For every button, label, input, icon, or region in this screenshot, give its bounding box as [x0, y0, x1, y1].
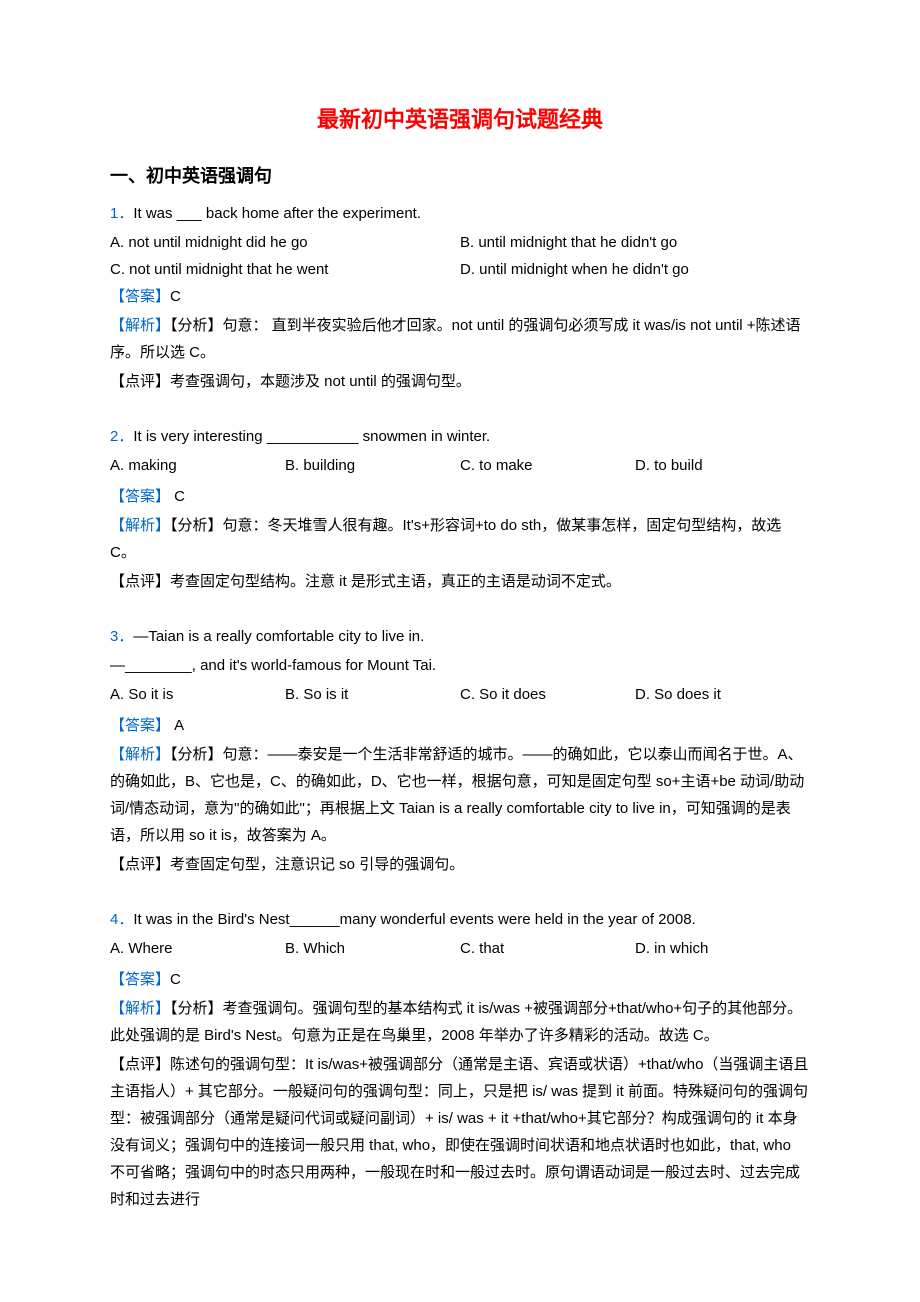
q2-num: 2． [110, 428, 133, 445]
q3-answer-label: 【答案】 [110, 717, 170, 734]
q3-opt-d: D. So does it [635, 681, 810, 708]
q1-analysis-label: 【解析】 [110, 317, 170, 334]
section-heading: 一、初中英语强调句 [110, 160, 810, 192]
q3-opt-b: B. So is it [285, 681, 460, 708]
q1-opt-c: C. not until midnight that he went [110, 256, 460, 283]
q3-answer: A [170, 717, 184, 734]
q1-comment: 考查强调句，本题涉及 not until 的强调句型。 [170, 373, 471, 390]
q3-comment: 考查固定句型，注意识记 so 引导的强调句。 [170, 856, 464, 873]
q1-opt-d: D. until midnight when he didn't go [460, 256, 810, 283]
q1-analysis: 【分析】句意： 直到半夜实验后他才回家。not until 的强调句必须写成 i… [110, 317, 801, 361]
q2-comment: 考查固定句型结构。注意 it 是形式主语，真正的主语是动词不定式。 [170, 573, 621, 590]
question-1: 1．It was ___ back home after the experim… [110, 200, 810, 395]
q2-analysis-label: 【解析】 [110, 517, 170, 534]
q2-opt-d: D. to build [635, 452, 810, 479]
q2-opt-a: A. making [110, 452, 285, 479]
q1-answer-label: 【答案】 [110, 288, 170, 305]
q3-options: A. So it is B. So is it C. So it does D.… [110, 681, 810, 708]
question-4: 4．It was in the Bird's Nest______many wo… [110, 906, 810, 1213]
q2-opt-c: C. to make [460, 452, 635, 479]
q3-opt-a: A. So it is [110, 681, 285, 708]
q1-opt-a: A. not until midnight did he go [110, 229, 460, 256]
q4-num: 4． [110, 911, 133, 928]
q1-answer: C [170, 288, 181, 305]
q4-analysis-label: 【解析】 [110, 1000, 170, 1017]
q3-stem: —Taian is a really comfortable city to l… [133, 628, 424, 645]
q4-opt-c: C. that [460, 935, 635, 962]
q1-opt-b: B. until midnight that he didn't go [460, 229, 810, 256]
q2-opt-b: B. building [285, 452, 460, 479]
q3-analysis: 【分析】句意：——泰安是一个生活非常舒适的城市。——的确如此，它以泰山而闻名于世… [110, 746, 804, 844]
q3-analysis-label: 【解析】 [110, 746, 170, 763]
q2-analysis: 【分析】句意：冬天堆雪人很有趣。It's+形容词+to do sth，做某事怎样… [110, 517, 781, 561]
q3-num: 3． [110, 628, 133, 645]
q4-options: A. Where B. Which C. that D. in which [110, 935, 810, 962]
q1-options: A. not until midnight did he go B. until… [110, 229, 810, 283]
page-title: 最新初中英语强调句试题经典 [110, 100, 810, 140]
q2-comment-label: 【点评】 [110, 573, 170, 590]
q1-num: 1． [110, 205, 133, 222]
q4-comment-label: 【点评】 [110, 1056, 170, 1073]
q1-stem: It was ___ back home after the experimen… [133, 205, 421, 222]
q4-comment: 陈述句的强调句型：It is/was+被强调部分（通常是主语、宾语或状语）+th… [110, 1056, 808, 1208]
q4-opt-b: B. Which [285, 935, 460, 962]
q4-opt-a: A. Where [110, 935, 285, 962]
q2-options: A. making B. building C. to make D. to b… [110, 452, 810, 479]
q2-answer-label: 【答案】 [110, 488, 170, 505]
q4-stem: It was in the Bird's Nest______many wond… [133, 911, 695, 928]
q1-comment-label: 【点评】 [110, 373, 170, 390]
question-2: 2．It is very interesting ___________ sno… [110, 423, 810, 595]
q4-answer-label: 【答案】 [110, 971, 170, 988]
q4-opt-d: D. in which [635, 935, 810, 962]
q3-comment-label: 【点评】 [110, 856, 170, 873]
q3-stem2: —________, and it's world-famous for Mou… [110, 652, 810, 679]
q2-stem: It is very interesting ___________ snowm… [133, 428, 490, 445]
q4-answer: C [170, 971, 181, 988]
q4-analysis: 【分析】考查强调句。强调句型的基本结构式 it is/was +被强调部分+th… [110, 1000, 802, 1044]
q2-answer: C [170, 488, 185, 505]
q3-opt-c: C. So it does [460, 681, 635, 708]
question-3: 3．—Taian is a really comfortable city to… [110, 623, 810, 878]
